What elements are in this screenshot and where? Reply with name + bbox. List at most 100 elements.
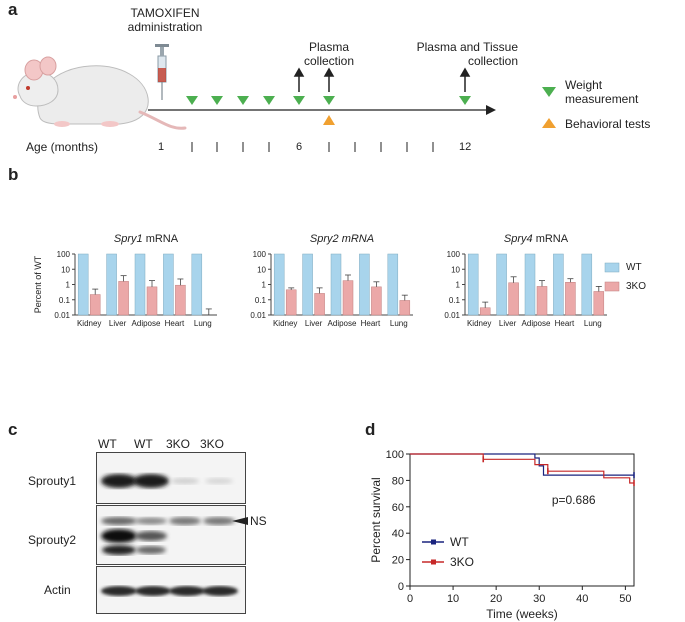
y-tick-label: 0.01 — [54, 311, 70, 320]
y-tick-label: 100 — [253, 250, 267, 259]
plasma-collection-label: Plasma collection — [294, 40, 364, 68]
x-tick-label: Liver — [109, 319, 127, 328]
bar-3ko — [593, 291, 605, 316]
y-tick-label: 0.1 — [255, 296, 267, 305]
x-tick-label: Adipose — [132, 319, 161, 328]
x-tick-label: 40 — [576, 593, 588, 605]
legend-b-wt-label: WT — [626, 262, 642, 273]
x-axis-label: Time (weeks) — [486, 607, 558, 621]
plasma-line2: collection — [303, 54, 355, 68]
bar-3ko — [536, 286, 548, 316]
x-tick-label: Heart — [361, 319, 381, 328]
timeline-arrowhead — [486, 105, 496, 115]
y-tick-label: 100 — [386, 449, 404, 461]
blot-lane-header: WT WT 3KO 3KO — [96, 435, 244, 453]
x-tick-label: Liver — [305, 319, 323, 328]
y-tick-label: 10 — [61, 265, 70, 274]
lane-label-2: WT — [134, 437, 153, 451]
y-tick-label: 10 — [257, 265, 266, 274]
legend-marker-3ko — [431, 559, 436, 565]
x-tick-label: 50 — [619, 593, 631, 605]
legend-3ko-swatch — [604, 281, 620, 292]
bar-wt — [581, 253, 593, 316]
plot-frame — [409, 453, 635, 587]
legend-weight-line2: measurement — [565, 92, 639, 106]
x-tick-label: Lung — [390, 319, 408, 328]
lane-label-1: WT — [98, 437, 117, 451]
y-tick-label: 0.1 — [449, 296, 461, 305]
blot-sprouty2 — [96, 505, 246, 565]
legend-label-3ko: 3KO — [450, 555, 474, 569]
legend-weight-label: Weight measurement — [565, 78, 638, 106]
bar-wt — [191, 253, 203, 316]
bar-wt — [359, 253, 370, 316]
chart-title: Spry4 mRNA — [504, 233, 569, 245]
bar-wt — [524, 253, 536, 316]
age-tick-12: 12 — [459, 141, 472, 153]
x-tick-label: Adipose — [522, 319, 551, 328]
y-tick-label: 60 — [392, 502, 404, 514]
x-tick-label: Heart — [555, 319, 575, 328]
legend-label-wt: WT — [450, 535, 469, 549]
bar-3ko — [118, 281, 129, 316]
bar-wt — [77, 253, 89, 316]
age-tick-1: 1 — [158, 141, 165, 153]
y-tick-label: 1 — [456, 281, 461, 290]
bar-3ko — [399, 300, 411, 316]
survival-line-3ko — [410, 453, 634, 484]
x-tick-label: Lung — [584, 319, 602, 328]
blot-sprouty1 — [96, 452, 246, 504]
bar-3ko — [146, 286, 158, 316]
y-tick-label: 40 — [392, 528, 404, 540]
tamoxifen-line1: TAMOXIFEN — [130, 6, 200, 20]
mouse-illustration — [13, 56, 187, 130]
y-tick-label: 0.01 — [444, 311, 460, 320]
chart-title-italic: Spry1 — [114, 233, 143, 245]
x-tick-label: Kidney — [273, 319, 297, 328]
plasma-tissue-line2: collection — [467, 54, 518, 68]
syringe-icon — [155, 44, 169, 100]
bar-wt — [496, 253, 507, 316]
y-tick-label: 80 — [392, 475, 404, 487]
tamoxifen-line2: administration — [127, 20, 203, 34]
blot-actin — [96, 566, 246, 614]
bar-3ko — [508, 282, 519, 316]
bar-wt — [467, 253, 479, 316]
legend-behavior-icon — [542, 118, 556, 128]
bar-wt — [553, 253, 564, 316]
bar-wt — [134, 253, 146, 316]
plasma-line1: Plasma — [308, 40, 349, 54]
y-tick-label: 0.1 — [59, 296, 71, 305]
bar-3ko — [342, 280, 354, 316]
chart-title-rest: mRNA — [143, 233, 179, 245]
legend-weight-line1: Weight — [565, 78, 603, 92]
bar-wt — [330, 253, 342, 316]
bar-3ko — [285, 289, 297, 316]
x-tick-label: 20 — [490, 593, 502, 605]
bar-wt — [163, 253, 174, 316]
behavior-marker — [323, 115, 335, 125]
x-tick-label: 30 — [533, 593, 545, 605]
legend-behavior-label: Behavioral tests — [565, 117, 651, 131]
lane-label-4: 3KO — [200, 437, 225, 451]
bar-3ko — [565, 282, 576, 316]
bar-wt — [302, 253, 313, 316]
age-label: Age (months) — [26, 140, 99, 154]
plasma-tissue-label: Plasma and Tissue collection — [408, 40, 518, 68]
y-tick-label: 0.01 — [250, 311, 266, 320]
y-tick-label: 1 — [66, 281, 71, 290]
y-tick-label: 100 — [447, 250, 461, 259]
row-label-sprouty2: Sprouty2 — [28, 533, 77, 547]
x-tick-label: 10 — [447, 593, 459, 605]
y-tick-label: 20 — [392, 555, 404, 567]
chart-title: Spry1 mRNA — [114, 233, 179, 245]
y-axis-label: Percent survival — [369, 477, 383, 562]
survival-chart: 0 20 40 60 80 100 0 10 20 30 40 50 Time (weeks) Perce… — [369, 449, 635, 621]
bar-3ko — [175, 284, 186, 316]
row-label-actin: Actin — [44, 583, 71, 597]
ns-label: NS — [250, 514, 267, 528]
bar-wt — [273, 253, 285, 316]
chart-title-rest: mRNA — [533, 233, 569, 245]
x-tick-label: 0 — [407, 593, 413, 605]
y-tick-label: 1 — [262, 281, 267, 290]
